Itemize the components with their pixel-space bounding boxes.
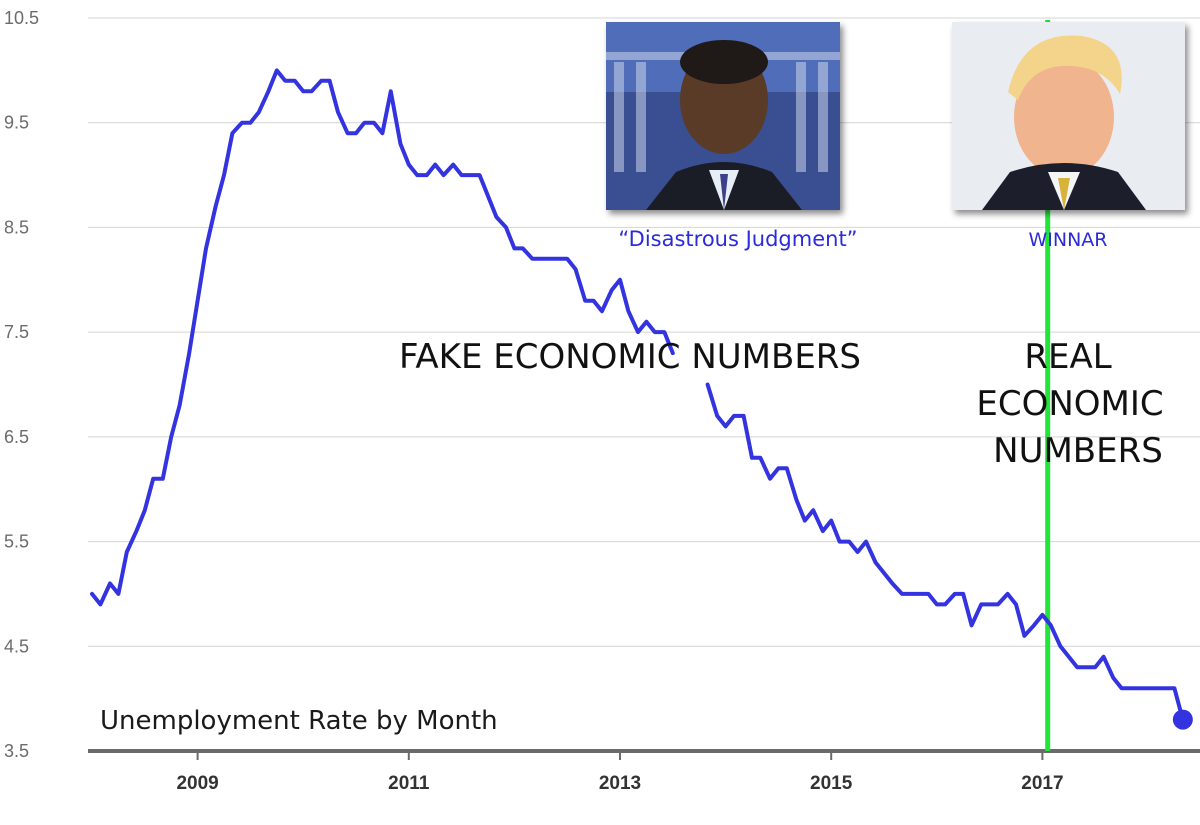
fake-numbers-label: FAKE ECONOMIC NUMBERS [399, 337, 861, 377]
portrait-illustration-right [952, 22, 1185, 210]
y-tick-label: 9.5 [4, 113, 29, 133]
y-tick-label: 3.5 [4, 741, 29, 761]
y-axis-ticks: 10.5 9.5 8.5 7.5 6.5 5.5 4.5 3.5 [4, 8, 39, 761]
portrait-illustration-left [606, 22, 840, 210]
y-tick-label: 10.5 [4, 8, 39, 28]
real-label-line-2: ECONOMIC [976, 384, 1163, 424]
latest-value-point [1172, 709, 1193, 730]
x-tick-label: 2015 [810, 773, 853, 794]
x-axis-ticks: 2009 2011 2013 2015 2017 [176, 751, 1064, 794]
y-tick-label: 6.5 [4, 427, 29, 447]
y-tick-label: 4.5 [4, 636, 29, 656]
right-portrait-photo [952, 22, 1185, 210]
y-tick-label: 5.5 [4, 532, 29, 552]
grid-lines [88, 17, 1200, 647]
right-photo-caption: WINNAR [1028, 229, 1107, 251]
real-label-line-1: REAL [1024, 337, 1111, 377]
real-label-line-3: NUMBERS [993, 431, 1163, 471]
series-line-segment [90, 68, 675, 607]
y-tick-label: 7.5 [4, 322, 29, 342]
x-tick-label: 2011 [388, 773, 430, 794]
x-tick-label: 2009 [176, 773, 218, 794]
left-portrait-photo [606, 22, 840, 210]
left-photo-caption: “Disastrous Judgment” [618, 227, 857, 251]
series-unemployment [90, 68, 1193, 730]
x-tick-label: 2017 [1021, 773, 1063, 794]
chart-title: Unemployment Rate by Month [100, 706, 498, 736]
series-line-segment [705, 382, 1185, 722]
y-tick-label: 8.5 [4, 217, 29, 237]
x-tick-label: 2013 [599, 773, 641, 794]
